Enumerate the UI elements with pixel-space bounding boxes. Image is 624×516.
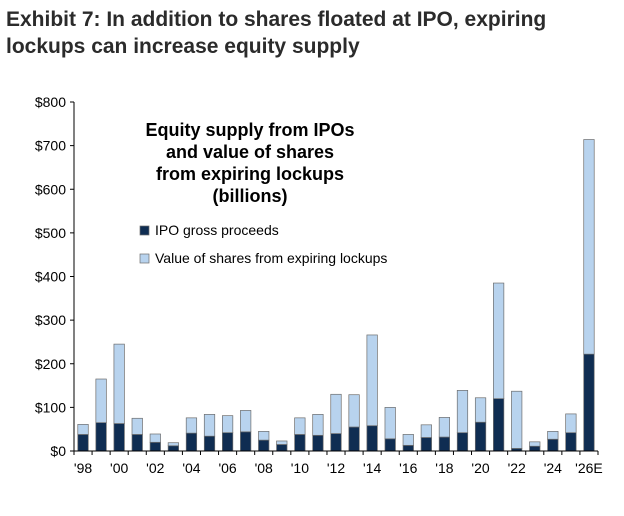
bar-ipo-proceeds-17 (384, 438, 396, 452)
y-tick-label: $400 (35, 269, 66, 285)
x-tick-label: '26E (575, 460, 603, 476)
bar-lockup-value-6 (185, 417, 198, 434)
bars-layer (77, 139, 595, 452)
bar-lockup-value-2 (113, 343, 125, 424)
inset-title-line: from expiring lockups (156, 164, 344, 184)
x-tick-label: '24 (544, 460, 562, 476)
legend: IPO gross proceeds Value of shares from e… (139, 222, 387, 266)
y-tick-label: $0 (50, 443, 66, 459)
bar-ipo-proceeds-23 (493, 398, 505, 452)
bar-ipo-proceeds-9 (240, 431, 252, 452)
bar-lockup-value-12 (294, 417, 306, 435)
bar-lockup-value-14 (330, 393, 342, 434)
bar-lockup-value-10 (258, 431, 270, 441)
bar-ipo-proceeds-21 (456, 432, 469, 452)
bar-ipo-proceeds-6 (185, 432, 198, 452)
bar-ipo-proceeds-0 (77, 434, 89, 452)
bar-ipo-proceeds-10 (258, 439, 270, 452)
y-tick-label: $100 (35, 399, 66, 415)
bar-lockup-value-22 (474, 397, 487, 423)
bar-ipo-proceeds-20 (438, 436, 451, 452)
bar-ipo-proceeds-14 (330, 433, 342, 452)
bar-ipo-proceeds-11 (276, 444, 288, 452)
bar-ipo-proceeds-19 (420, 437, 432, 452)
bar-lockup-value-26 (547, 431, 559, 440)
exhibit-title: Exhibit 7: In addition to shares floated… (6, 8, 547, 58)
axes-layer: $0 $100 $200 $300 $400 $500 $600 $700 $800 '98 '00… (35, 94, 603, 476)
bar-lockup-value-19 (420, 424, 432, 438)
bar-lockup-value-21 (456, 390, 469, 434)
bar-ipo-proceeds-7 (203, 435, 216, 452)
x-tick-label: '02 (146, 460, 164, 476)
bar-ipo-proceeds-12 (294, 434, 306, 452)
bar-lockup-value-18 (402, 434, 414, 446)
x-tick-label: '04 (182, 460, 200, 476)
bar-lockup-value-24 (511, 390, 523, 449)
inset-title-line: (billions) (213, 186, 288, 206)
x-tick-label: '16 (399, 460, 417, 476)
bar-lockup-value-5 (167, 442, 179, 447)
legend-label: IPO gross proceeds (155, 222, 279, 238)
bar-ipo-proceeds-2 (113, 423, 125, 452)
bar-lockup-value-25 (529, 441, 541, 447)
inset-title-line: Equity supply from IPOs (145, 120, 354, 140)
x-tick-label: '98 (74, 460, 92, 476)
bar-ipo-proceeds-16 (366, 425, 378, 452)
x-tick-label: '20 (471, 460, 489, 476)
bar-ipo-proceeds-13 (312, 434, 324, 452)
legend-swatch (139, 253, 150, 264)
x-tick-label: '14 (363, 460, 381, 476)
bar-ipo-proceeds-28 (583, 353, 595, 452)
x-tick-label: '12 (327, 460, 345, 476)
bar-lockup-value-27 (565, 413, 577, 434)
bar-ipo-proceeds-25 (529, 445, 541, 452)
bar-ipo-proceeds-8 (222, 432, 234, 452)
bar-ipo-proceeds-3 (131, 434, 143, 452)
bar-lockup-value-0 (77, 424, 89, 435)
bar-ipo-proceeds-26 (547, 438, 559, 452)
y-tick-label: $800 (35, 94, 66, 110)
bar-lockup-value-1 (95, 378, 107, 423)
inset-title-line: and value of shares (166, 142, 334, 162)
x-tick-label: '00 (110, 460, 128, 476)
x-tick-label: '22 (508, 460, 526, 476)
bar-lockup-value-7 (203, 414, 216, 437)
bar-lockup-value-13 (312, 414, 324, 436)
legend-swatch (139, 225, 150, 236)
bar-ipo-proceeds-1 (95, 422, 107, 452)
y-tick-label: $500 (35, 225, 66, 241)
y-tick-label: $600 (35, 181, 66, 197)
bar-lockup-value-17 (384, 407, 396, 440)
bar-lockup-value-15 (348, 394, 360, 428)
bar-ipo-proceeds-4 (149, 441, 161, 452)
bar-ipo-proceeds-18 (402, 444, 414, 452)
bar-lockup-value-16 (366, 334, 378, 427)
x-tick-label: '08 (255, 460, 273, 476)
x-tick-label: '06 (218, 460, 236, 476)
bar-ipo-proceeds-5 (167, 445, 179, 452)
y-tick-label: $700 (35, 138, 66, 154)
x-tick-label: '10 (291, 460, 309, 476)
bar-lockup-value-8 (222, 415, 234, 434)
bar-lockup-value-11 (276, 440, 288, 445)
bar-lockup-value-20 (438, 417, 451, 438)
bar-ipo-proceeds-22 (474, 421, 487, 452)
bar-lockup-value-4 (149, 433, 161, 443)
bar-ipo-proceeds-15 (348, 426, 360, 452)
bar-lockup-value-23 (493, 282, 505, 400)
y-tick-label: $200 (35, 356, 66, 372)
x-tick-label: '18 (435, 460, 453, 476)
bar-lockup-value-28 (583, 139, 595, 355)
bar-lockup-value-9 (240, 410, 252, 433)
y-tick-label: $300 (35, 312, 66, 328)
legend-label: Value of shares from expiring lockups (155, 250, 387, 266)
bar-ipo-proceeds-27 (565, 432, 577, 452)
bar-lockup-value-3 (131, 417, 143, 435)
